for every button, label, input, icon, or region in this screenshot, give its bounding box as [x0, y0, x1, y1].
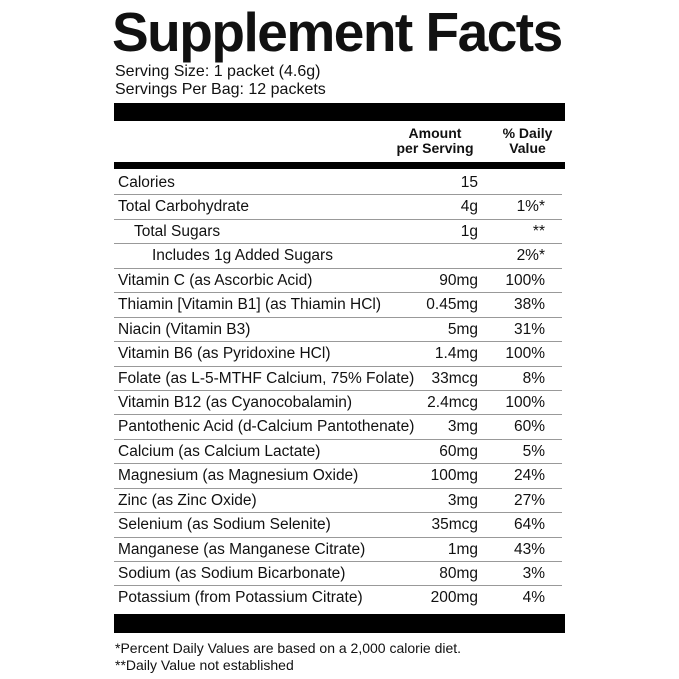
dv-header-line1: % Daily [502, 125, 553, 141]
nutrient-daily-value: 5% [522, 442, 545, 460]
nutrient-amount: 90mg [439, 271, 478, 289]
footnote-dv: **Daily Value not established [115, 657, 294, 673]
table-row: Niacin (Vitamin B3) 5mg 31% [114, 318, 562, 343]
nutrient-name: Niacin (Vitamin B3) [118, 320, 251, 338]
amount-header-line1: Amount [408, 125, 462, 141]
nutrient-amount: 80mg [439, 565, 478, 582]
nutrient-name: Includes 1g Added Sugars [152, 247, 333, 265]
nutrient-name: Total Sugars [134, 222, 221, 240]
nutrient-daily-value: 60% [513, 418, 545, 436]
nutrient-daily-value: 27% [513, 491, 545, 509]
nutrient-daily-value: 100% [505, 345, 545, 363]
table-row: Calcium (as Calcium Lactate) 60mg 5% [114, 440, 562, 465]
nutrient-amount: 60mg [439, 442, 478, 460]
nutrient-daily-value: 31% [513, 320, 545, 338]
table-row: Thiamin [Vitamin B1] (as Thiamin HCl) 0.… [114, 293, 562, 318]
table-row: Calories 15 [114, 171, 562, 196]
nutrient-daily-value: 43% [513, 540, 545, 558]
nutrient-name: Thiamin [Vitamin B1] (as Thiamin HCl) [118, 296, 382, 314]
nutrient-daily-value: ** [532, 222, 545, 240]
nutrient-name: Calcium (as Calcium Lactate) [118, 442, 321, 460]
table-row: Vitamin B6 (as Pyridoxine HCl) 1.4mg 100… [114, 342, 562, 367]
dv-header-line2: Value [509, 140, 546, 156]
nutrient-amount: 5mg [447, 320, 478, 338]
table-row: Sodium (as Sodium Bicarbonate) 80mg 3% [114, 562, 562, 587]
nutrient-daily-value: 100% [505, 393, 545, 411]
nutrient-amount: 35mcg [431, 516, 478, 534]
nutrient-amount: 3mg [447, 418, 478, 436]
table-row: Vitamin B12 (as Cyanocobalamin) 2.4mcg 1… [114, 391, 562, 416]
nutrient-daily-value: 2%* [516, 247, 545, 265]
nutrient-amount: 15 [460, 174, 478, 191]
nutrient-table: Calories 15 Total Carbohydrate 4g 1%* Tot… [114, 171, 562, 611]
top-divider-bar [114, 103, 565, 121]
nutrient-amount: 1mg [447, 540, 478, 558]
servings-per-container: Servings Per Bag: 12 packets [115, 81, 326, 98]
nutrient-name: Zinc (as Zinc Oxide) [118, 491, 257, 509]
amount-header: Amount per Serving [380, 126, 490, 156]
nutrient-daily-value: 24% [513, 467, 545, 485]
nutrient-daily-value: 8% [522, 369, 545, 387]
nutrient-name: Vitamin B6 (as Pyridoxine HCl) [118, 345, 331, 363]
table-row: Manganese (as Manganese Citrate) 1mg 43% [114, 538, 562, 562]
nutrient-amount: 0.45mg [426, 296, 478, 314]
nutrient-name: Vitamin B12 (as Cyanocobalamin) [118, 393, 353, 411]
table-row: Pantothenic Acid (d-Calcium Pantothenate… [114, 415, 562, 440]
table-row: Folate (as L-5-MTHF Calcium, 75% Folate)… [114, 367, 562, 391]
serving-size: Serving Size: 1 packet (4.6g) [115, 63, 321, 80]
nutrient-daily-value: 38% [513, 296, 545, 314]
nutrient-name: Pantothenic Acid (d-Calcium Pantothenate… [118, 418, 415, 436]
nutrient-amount: 33mcg [431, 369, 478, 387]
nutrient-amount: 2.4mcg [427, 393, 478, 411]
nutrient-name: Total Carbohydrate [118, 198, 249, 216]
table-row: Zinc (as Zinc Oxide) 3mg 27% [114, 489, 562, 514]
nutrient-amount: 1.4mg [434, 345, 478, 363]
daily-value-header: % Daily Value [495, 126, 560, 156]
nutrient-name: Sodium (as Sodium Bicarbonate) [118, 565, 346, 582]
table-row: Total Carbohydrate 4g 1%* [114, 195, 562, 220]
nutrient-amount: 1g [460, 222, 478, 240]
nutrient-name: Magnesium (as Magnesium Oxide) [118, 467, 359, 485]
nutrient-name: Folate (as L-5-MTHF Calcium, 75% Folate) [118, 369, 415, 387]
nutrient-daily-value: 100% [505, 271, 545, 289]
nutrient-name: Selenium (as Sodium Selenite) [118, 516, 331, 534]
bottom-divider-bar [114, 614, 565, 633]
nutrient-daily-value: 64% [513, 516, 545, 534]
page-title: Supplement Facts [112, 1, 563, 63]
nutrient-daily-value: 3% [522, 565, 545, 582]
nutrient-name: Vitamin C (as Ascorbic Acid) [118, 271, 313, 289]
footnote-percent: *Percent Daily Values are based on a 2,0… [115, 640, 462, 656]
nutrient-amount: 100mg [430, 467, 478, 485]
nutrient-name: Calories [118, 174, 175, 191]
table-row: Total Sugars 1g ** [114, 220, 562, 245]
table-row: Potassium (from Potassium Citrate) 200mg… [114, 586, 562, 610]
nutrient-amount: 4g [460, 198, 478, 216]
header-divider-bar [114, 162, 565, 169]
nutrient-daily-value: 4% [522, 589, 545, 607]
nutrient-daily-value: 1%* [516, 198, 545, 216]
nutrient-name: Potassium (from Potassium Citrate) [118, 589, 363, 607]
nutrient-amount: 3mg [447, 491, 478, 509]
amount-header-line2: per Serving [396, 140, 474, 156]
nutrient-name: Manganese (as Manganese Citrate) [118, 540, 366, 558]
table-row: Includes 1g Added Sugars 2%* [114, 244, 562, 269]
table-row: Vitamin C (as Ascorbic Acid) 90mg 100% [114, 269, 562, 294]
table-row: Selenium (as Sodium Selenite) 35mcg 64% [114, 513, 562, 538]
table-row: Magnesium (as Magnesium Oxide) 100mg 24% [114, 464, 562, 489]
nutrient-amount: 200mg [430, 589, 478, 607]
